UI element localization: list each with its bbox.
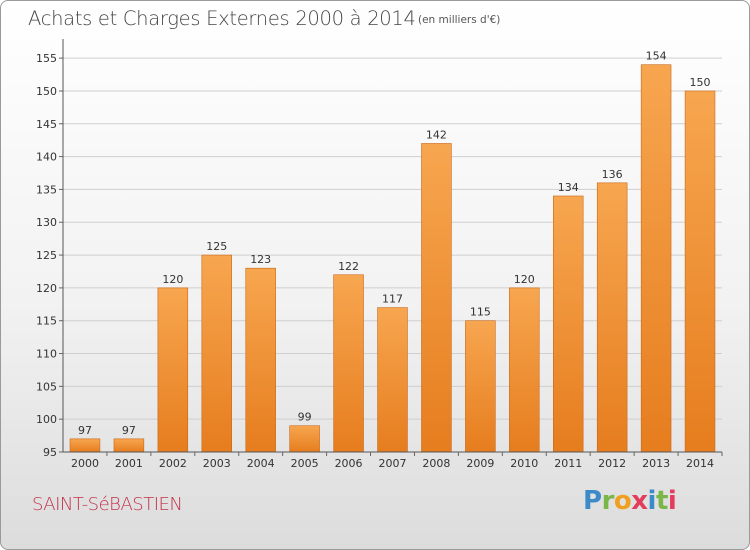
- bar-value-label: 120: [514, 273, 535, 286]
- bar-value-label: 97: [78, 424, 92, 437]
- bar-value-label: 123: [250, 253, 271, 266]
- axes: 95 100 105 110 115 120 125 130 135 140 145 150 155 20…: [36, 39, 723, 470]
- y-tick-label: 135: [36, 183, 57, 196]
- y-tick-label: 145: [36, 118, 57, 131]
- x-tick-label: 2002: [159, 457, 187, 470]
- y-tick-label: 110: [36, 348, 57, 361]
- x-tick-label: 2000: [71, 457, 99, 470]
- x-tick-label: 2001: [115, 457, 143, 470]
- bar: [640, 64, 672, 453]
- bar: [289, 425, 320, 453]
- x-tick-label: 2011: [554, 457, 582, 470]
- y-tick-label: 130: [36, 216, 57, 229]
- chart-title: Achats et Charges Externes 2000 à 2014: [28, 7, 416, 30]
- logo-letter: r: [601, 486, 615, 516]
- y-tick-label: 140: [36, 151, 57, 164]
- y-tick-label: 155: [36, 52, 57, 65]
- x-tick-label: 2013: [642, 457, 670, 470]
- bar: [684, 90, 716, 453]
- bar-value-label: 99: [298, 411, 312, 424]
- bar: [421, 143, 452, 453]
- y-tick-label: 105: [36, 380, 57, 393]
- bar-value-label: 150: [690, 76, 711, 89]
- x-tick-label: 2009: [466, 457, 494, 470]
- bar-value-label: 136: [602, 168, 623, 181]
- x-tick-label: 2004: [247, 457, 275, 470]
- bar: [377, 307, 408, 453]
- bar: [157, 287, 189, 453]
- bar: [245, 267, 276, 453]
- x-tick-label: 2010: [510, 457, 538, 470]
- logo-letter: P: [583, 486, 602, 516]
- bar-value-label: 97: [122, 424, 136, 437]
- proxiti-logo: Proxiti: [583, 486, 677, 516]
- bar-value-label: 115: [470, 306, 491, 319]
- bar: [113, 438, 145, 453]
- logo-letter: o: [613, 486, 632, 516]
- logo-letter: x: [631, 486, 648, 516]
- logo-letter: t: [655, 486, 668, 516]
- bar: [333, 274, 364, 453]
- x-tick-label: 2008: [422, 457, 450, 470]
- x-tick-label: 2007: [379, 457, 407, 470]
- bar-value-label: 142: [426, 128, 447, 141]
- y-tick-label: 95: [43, 446, 57, 459]
- y-tick-label: 120: [36, 282, 57, 295]
- bar: [465, 320, 496, 453]
- x-tick-label: 2012: [598, 457, 626, 470]
- bar-value-label: 117: [382, 293, 403, 306]
- bar-value-label: 154: [646, 50, 667, 63]
- bar: [201, 254, 233, 453]
- bar-value-label: 134: [558, 181, 579, 194]
- bar: [509, 287, 540, 453]
- commune-name: SAINT-SéBASTIEN: [32, 494, 183, 515]
- x-tick-label: 2014: [686, 457, 714, 470]
- bars: 97 97 120 125 123 99 122 117 142 115 120 134 136 154 1…: [69, 50, 716, 453]
- x-tick-label: 2003: [203, 457, 231, 470]
- x-tick-label: 2006: [335, 457, 363, 470]
- bar-value-label: 125: [206, 240, 227, 253]
- logo-letter: i: [667, 486, 677, 516]
- y-tick-label: 115: [36, 315, 57, 328]
- y-tick-label: 100: [36, 413, 57, 426]
- bar: [552, 195, 584, 453]
- chart-unit-label: (en milliers d'€): [418, 14, 501, 26]
- bar-value-label: 122: [338, 260, 359, 273]
- x-tick-label: 2005: [291, 457, 319, 470]
- y-tick-label: 125: [36, 249, 57, 262]
- y-tick-label: 150: [36, 85, 57, 98]
- logo-letter: i: [647, 486, 657, 516]
- bar-value-label: 120: [162, 273, 183, 286]
- bar: [596, 182, 628, 453]
- bar: [69, 438, 101, 453]
